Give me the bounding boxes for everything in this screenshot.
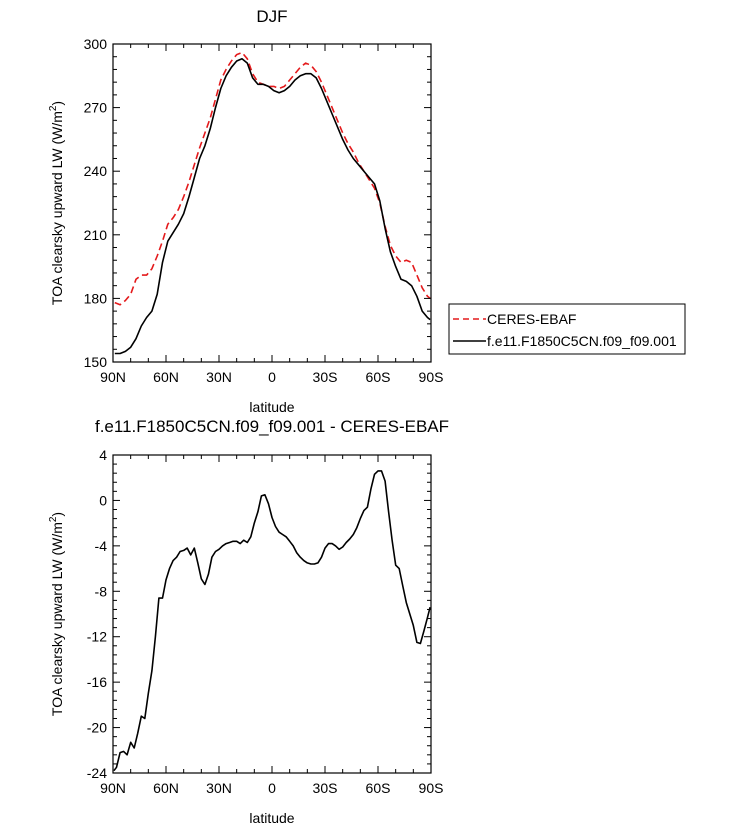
bottom-y-tick-label: 4 [99, 447, 107, 463]
top-y-tick-label: 180 [84, 290, 108, 306]
legend-label-model: f.e11.F1850C5CN.f09_f09.001 [487, 333, 677, 349]
top-plot-frame [112, 43, 432, 363]
bottom-x-tick-label: 60S [366, 780, 391, 796]
bottom-y-tick-label: -24 [87, 765, 107, 781]
top-chart-title: DJF [256, 7, 287, 26]
top-y-axis-label-end: ) [49, 101, 65, 106]
bottom-y-tick-label: -8 [95, 583, 108, 599]
bottom-x-axis-label: latitude [249, 810, 294, 826]
bottom-series-lines [113, 470, 431, 772]
top-y-axis-label-sup: 2 [48, 105, 59, 111]
legend: CERES-EBAF f.e11.F1850C5CN.f09_f09.001 [448, 303, 686, 355]
bottom-y-axis-label-sup: 2 [48, 516, 59, 522]
top-y-tick-label: 210 [84, 227, 108, 243]
top-x-tick-label: 90S [419, 369, 444, 385]
bottom-y-axis-label: TOA clearsky upward LW (W/m2) [48, 512, 65, 716]
top-axis-ticks: 90N 60N 30N 0 30S 60S 90S 150 180 210 240 270 300 [84, 36, 444, 385]
top-x-tick-label: 0 [268, 369, 276, 385]
top-y-tick-label: 270 [84, 100, 108, 116]
bottom-y-axis-label-end: ) [49, 512, 65, 517]
bottom-x-tick-label: 0 [268, 780, 276, 796]
top-series-lines [114, 51, 431, 355]
top-x-axis-label: latitude [249, 399, 294, 415]
legend-label-ceres-ebaf: CERES-EBAF [487, 311, 576, 327]
bottom-plot-frame [112, 454, 432, 774]
bottom-x-tick-label: 30N [206, 780, 232, 796]
top-x-tick-label: 30S [313, 369, 338, 385]
bottom-chart-title: f.e11.F1850C5CN.f09_f09.001 - CERES-EBAF [95, 417, 449, 436]
bottom-x-tick-label: 60N [153, 780, 179, 796]
top-y-tick-label: 150 [84, 354, 108, 370]
legend-box [448, 303, 686, 355]
bottom-y-tick-label: -4 [95, 538, 108, 554]
top-x-tick-label: 90N [100, 369, 126, 385]
top-panel-djf: DJF 90N 60N 30N 0 30S 60S 90S 150 180 210 240 270 30… [48, 7, 443, 415]
top-x-tick-label: 60N [153, 369, 179, 385]
bottom-x-tick-label: 90S [419, 780, 444, 796]
top-x-tick-label: 30N [206, 369, 232, 385]
top-series-line-0 [114, 51, 431, 306]
bottom-x-tick-label: 90N [100, 780, 126, 796]
top-y-tick-label: 300 [84, 36, 108, 52]
bottom-series-line-0 [113, 470, 431, 772]
bottom-y-axis-label-main: TOA clearsky upward LW (W/m [49, 522, 65, 716]
bottom-y-tick-label: 0 [99, 492, 107, 508]
bottom-panel-difference: f.e11.F1850C5CN.f09_f09.001 - CERES-EBAF… [48, 417, 449, 826]
top-y-tick-label: 240 [84, 163, 108, 179]
top-x-tick-label: 60S [366, 369, 391, 385]
bottom-y-tick-label: -20 [87, 720, 107, 736]
top-y-axis-label-main: TOA clearsky upward LW (W/m [49, 111, 65, 305]
bottom-y-tick-label: -12 [87, 629, 107, 645]
bottom-x-tick-label: 30S [313, 780, 338, 796]
top-y-axis-label: TOA clearsky upward LW (W/m2) [48, 101, 65, 305]
bottom-y-tick-label: -16 [87, 674, 107, 690]
top-series-line-1 [114, 57, 431, 355]
bottom-axis-ticks: 90N 60N 30N 0 30S 60S 90S -24 -20 -16 -12 -8 -4 0 4 [87, 447, 444, 796]
